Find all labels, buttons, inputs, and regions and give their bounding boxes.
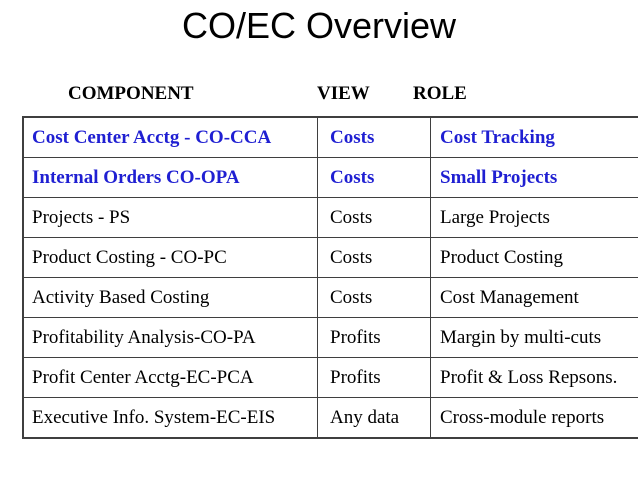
role-cell: Product Costing bbox=[430, 237, 638, 278]
column-header-role: ROLE bbox=[413, 83, 467, 104]
table-row: Cost Center Acctg - CO-CCA Costs Cost Trac… bbox=[22, 116, 638, 158]
component-cell: Profitability Analysis-CO-PA bbox=[22, 317, 318, 358]
slide-title: CO/EC Overview bbox=[181, 5, 457, 46]
component-cell: Profit Center Acctg-EC-PCA bbox=[22, 357, 318, 398]
table-row: Projects - PS Costs Large Projects bbox=[22, 197, 638, 238]
view-cell: Profits bbox=[317, 357, 431, 398]
column-header-component: COMPONENT bbox=[68, 83, 194, 104]
table-row: Executive Info. System-EC-EIS Any data Cro… bbox=[22, 397, 638, 439]
overview-table-body: Cost Center Acctg - CO-CCA Costs Cost Trac… bbox=[22, 116, 638, 439]
view-cell: Costs bbox=[317, 116, 431, 158]
view-cell: Costs bbox=[317, 157, 431, 198]
view-cell: Costs bbox=[317, 277, 431, 318]
role-cell: Cost Tracking bbox=[430, 116, 638, 158]
table-row: Profitability Analysis-CO-PA Profits Margi… bbox=[22, 317, 638, 358]
role-cell: Large Projects bbox=[430, 197, 638, 238]
component-cell: Projects - PS bbox=[22, 197, 318, 238]
role-cell: Margin by multi-cuts bbox=[430, 317, 638, 358]
role-cell: Small Projects bbox=[430, 157, 638, 198]
table-row: Activity Based Costing Costs Cost Manageme… bbox=[22, 277, 638, 318]
component-cell: Activity Based Costing bbox=[22, 277, 318, 318]
component-cell: Executive Info. System-EC-EIS bbox=[22, 397, 318, 439]
view-cell: Any data bbox=[317, 397, 431, 439]
role-cell: Cost Management bbox=[430, 277, 638, 318]
component-cell: Internal Orders CO-OPA bbox=[22, 157, 318, 198]
view-cell: Profits bbox=[317, 317, 431, 358]
view-cell: Costs bbox=[317, 197, 431, 238]
role-cell: Profit & Loss Repsons. bbox=[430, 357, 638, 398]
column-header-view: VIEW bbox=[317, 83, 370, 104]
component-cell: Product Costing - CO-PC bbox=[22, 237, 318, 278]
view-cell: Costs bbox=[317, 237, 431, 278]
table-row: Profit Center Acctg-EC-PCA Profits Profit … bbox=[22, 357, 638, 398]
table-row: Product Costing - CO-PC Costs Product Cost… bbox=[22, 237, 638, 278]
component-cell: Cost Center Acctg - CO-CCA bbox=[22, 116, 318, 158]
overview-table: Cost Center Acctg - CO-CCA Costs Cost Trac… bbox=[22, 116, 638, 439]
role-cell: Cross-module reports bbox=[430, 397, 638, 439]
table-row: Internal Orders CO-OPA Costs Small Project… bbox=[22, 157, 638, 198]
